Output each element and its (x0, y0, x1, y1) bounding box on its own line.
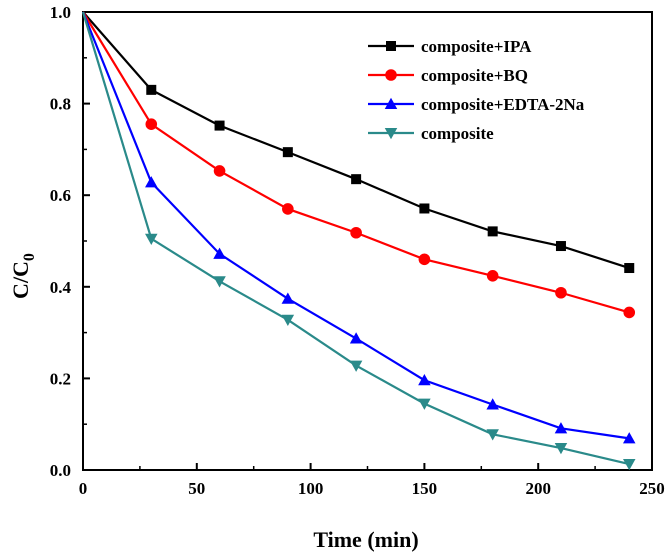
series-group (81, 11, 636, 471)
data-point (213, 165, 226, 177)
legend-entry: composite+EDTA-2Na (368, 95, 585, 114)
y-axis-title-main: C/C (8, 261, 33, 299)
y-tick-label: 0.8 (50, 95, 71, 114)
y-tick-label: 0.6 (50, 186, 71, 205)
y-axis-title-group: C/C0 (8, 253, 38, 299)
data-point (281, 292, 295, 304)
x-tick-label: 250 (639, 479, 665, 498)
data-point (146, 84, 157, 95)
legend-marker (385, 69, 397, 81)
x-tick-label: 0 (79, 479, 88, 498)
data-point (622, 432, 636, 444)
series-line (81, 11, 630, 440)
data-point (214, 120, 225, 131)
data-point (555, 286, 567, 299)
data-point (622, 459, 636, 471)
data-point (486, 429, 499, 441)
legend: composite+IPA composite+BQ composite+EDTA-… (368, 37, 585, 143)
series-composite-ipa (82, 11, 635, 274)
data-point (555, 241, 566, 252)
legend-entry: composite (368, 124, 494, 143)
data-point (349, 360, 363, 372)
x-tick-label: 100 (298, 479, 324, 498)
data-point (487, 226, 498, 237)
legend-entry: composite+IPA (368, 37, 532, 56)
data-point (351, 174, 362, 185)
y-tick-label: 1.0 (50, 3, 71, 22)
data-point (145, 118, 158, 131)
y-axis-title-subscript: 0 (21, 253, 38, 261)
legend-marker (386, 41, 396, 51)
legend-label: composite+BQ (421, 66, 528, 85)
legend-marker (384, 97, 398, 109)
data-point (213, 247, 226, 259)
axes: 0 50 100 150 200 250 0.0 0.2 0.4 0.6 0.8 1.0 (50, 3, 665, 498)
series-composite (81, 11, 636, 471)
series-composite-bq (82, 11, 636, 319)
data-point (554, 443, 568, 455)
data-point (350, 226, 362, 239)
y-tick-label: 0.0 (50, 461, 71, 480)
data-point (418, 398, 431, 410)
data-point (486, 398, 499, 410)
x-tick-label: 200 (525, 479, 551, 498)
data-point (349, 332, 363, 344)
legend-label: composite+EDTA-2Na (421, 95, 585, 114)
plot-frame (82, 11, 653, 471)
legend-label: composite+IPA (421, 37, 532, 56)
data-point (145, 233, 158, 245)
data-point (624, 263, 635, 274)
data-point (419, 203, 430, 214)
data-point (418, 373, 431, 386)
y-tick-label: 0.4 (50, 278, 72, 297)
x-tick-label: 150 (412, 479, 438, 498)
series-line (82, 11, 630, 314)
data-point (281, 314, 295, 327)
data-point (282, 147, 293, 158)
legend-entry: composite+BQ (368, 66, 528, 85)
data-point (213, 276, 226, 288)
data-point (145, 176, 158, 188)
data-point (418, 253, 431, 266)
data-point (486, 270, 499, 282)
data-point (554, 422, 568, 434)
legend-label: composite (421, 124, 494, 143)
series-composite-edta-2na (81, 11, 636, 444)
x-tick-label: 50 (188, 479, 205, 498)
legend-marker (384, 128, 398, 140)
data-point (623, 306, 636, 319)
y-tick-label: 0.2 (50, 369, 71, 388)
y-axis-title: C/C0 (8, 253, 38, 299)
x-axis-title: Time (min) (313, 527, 418, 552)
data-point (282, 203, 294, 215)
